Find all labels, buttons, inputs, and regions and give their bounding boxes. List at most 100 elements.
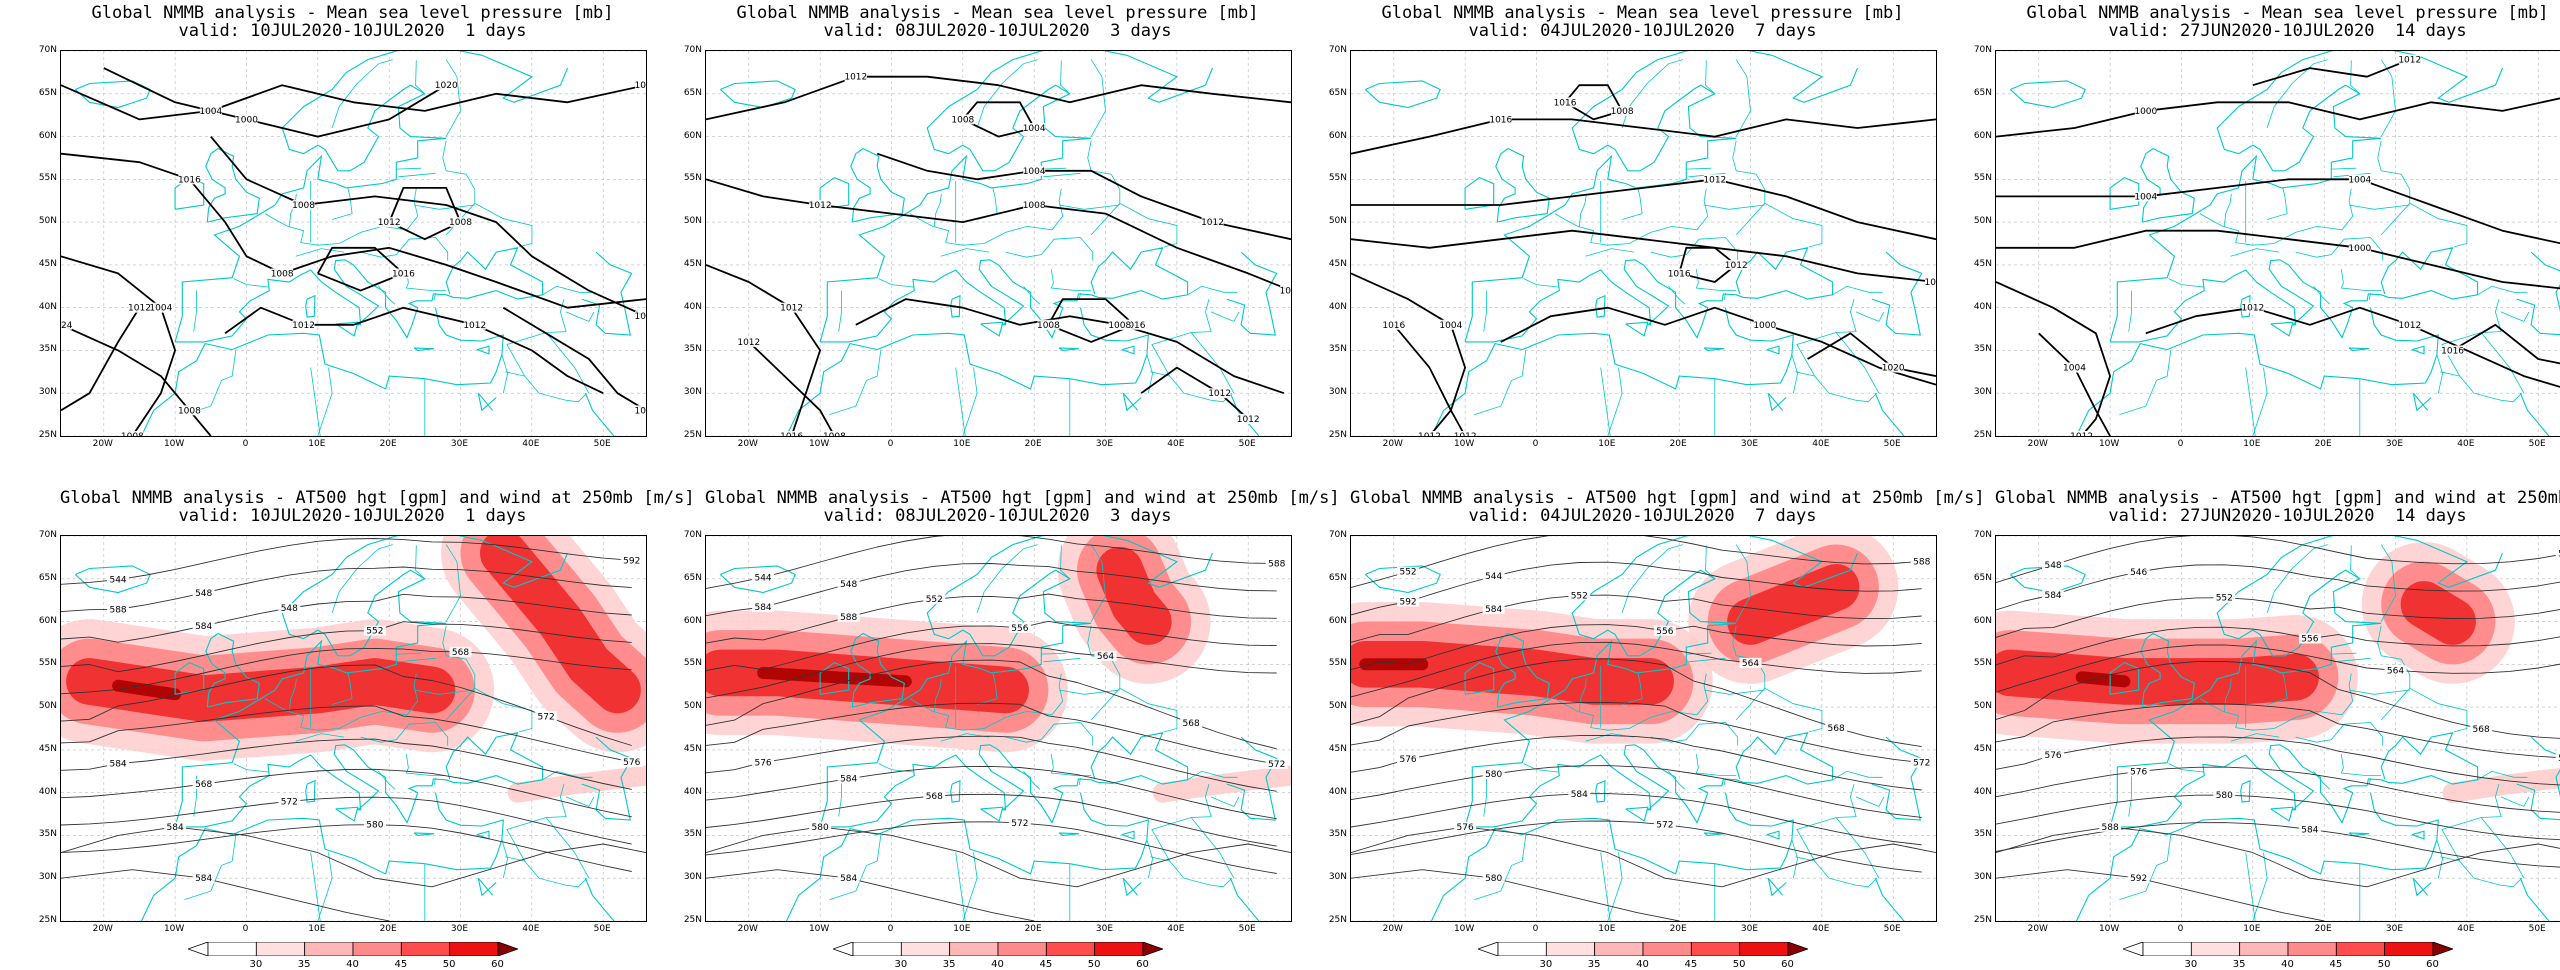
country-border xyxy=(445,59,461,137)
contour-line xyxy=(1351,765,1922,818)
country-border xyxy=(1578,193,1587,227)
colorbar-tick: 60 xyxy=(2426,959,2439,970)
coastline xyxy=(2240,294,2251,318)
country-border xyxy=(396,167,422,170)
lon-label: 20W xyxy=(737,439,758,449)
country-border xyxy=(295,248,345,257)
contour-label: 576 xyxy=(1399,755,1416,765)
map-canvas: 552 544 552 556 564 568 572 576 580 584 572 576 580 5… xyxy=(1351,536,1936,921)
country-border xyxy=(1791,839,1799,879)
country-border xyxy=(976,59,1038,129)
country-border xyxy=(1090,59,1106,137)
contour-label: 1020 xyxy=(1882,364,1905,374)
lat-label: 35N xyxy=(1328,829,1347,840)
country-border xyxy=(2230,733,2280,742)
lat-label: 30N xyxy=(683,872,702,883)
country-border xyxy=(1668,771,1686,790)
lon-label: 20W xyxy=(737,924,758,934)
lat-label: 55N xyxy=(38,658,57,669)
country-border xyxy=(317,367,333,436)
coastline xyxy=(2109,51,2504,343)
panel-z500-7d: Global NMMB analysis - AT500 hgt [gpm] a… xyxy=(1320,485,1985,970)
contour-line xyxy=(61,255,176,436)
lon-label: 30E xyxy=(2385,924,2404,934)
country-border xyxy=(1855,311,1885,322)
lat-label: 40N xyxy=(683,301,702,312)
lat-label: 45N xyxy=(38,743,57,754)
country-border xyxy=(288,678,297,712)
country-border xyxy=(2459,375,2523,403)
contour-line xyxy=(61,738,632,790)
coastline xyxy=(305,294,316,318)
country-border xyxy=(524,375,588,403)
contour-line xyxy=(1351,229,1936,283)
country-border xyxy=(2436,839,2444,879)
contour-label: 1000 xyxy=(2348,244,2371,254)
country-border xyxy=(1704,204,1765,210)
contour-label: 1012 xyxy=(463,321,486,331)
lon-label: 50E xyxy=(1238,439,1256,449)
contour-label: 576 xyxy=(754,758,771,768)
coastline xyxy=(719,80,796,109)
country-border xyxy=(2331,652,2357,655)
colorbar-tick: 45 xyxy=(394,959,408,970)
country-border xyxy=(1041,652,1067,655)
contour-label: 572 xyxy=(1268,760,1285,770)
country-border xyxy=(1087,157,1121,204)
coastline xyxy=(1625,321,1649,337)
lat-label: 25N xyxy=(38,915,57,925)
contour-line xyxy=(855,298,1285,395)
coastline xyxy=(476,830,490,840)
coastline xyxy=(2411,345,2425,355)
coastline xyxy=(140,307,504,436)
country-border xyxy=(1705,545,1716,580)
country-border xyxy=(1059,204,1120,210)
country-border xyxy=(233,278,270,288)
contour-line xyxy=(1564,84,1623,121)
country-border xyxy=(1554,673,1709,731)
country-border xyxy=(184,350,237,415)
lat-label: 60N xyxy=(1973,615,1992,626)
lat-label: 50N xyxy=(38,216,57,227)
country-border xyxy=(405,754,447,776)
country-border xyxy=(1483,290,1487,332)
colorbar-tick: 30 xyxy=(249,959,263,970)
lon-label: 0 xyxy=(1532,439,1539,449)
contour-label: 1008 xyxy=(823,432,846,436)
coastline xyxy=(584,877,615,921)
contour-label: 1008 xyxy=(1108,321,1131,331)
country-border xyxy=(2380,544,2396,622)
contour-line xyxy=(1351,869,1680,921)
country-border xyxy=(193,290,197,332)
coastline xyxy=(2519,877,2550,921)
country-border xyxy=(1578,678,1587,712)
country-border xyxy=(505,783,567,862)
contour-line xyxy=(61,705,632,763)
country-border xyxy=(2266,59,2328,129)
panel-z500-14d: Global NMMB analysis - AT500 hgt [gpm] a… xyxy=(1965,485,2560,970)
contour-label: 1012 xyxy=(128,304,151,314)
country-border xyxy=(2459,860,2523,888)
wind-core xyxy=(2075,671,2131,688)
lat-label: 40N xyxy=(683,786,702,797)
contour-label: 572 xyxy=(538,712,555,722)
wind-shading xyxy=(1152,765,1291,803)
contour-label: 556 xyxy=(1656,627,1673,637)
country-border xyxy=(1704,689,1765,695)
coastline xyxy=(1465,247,1834,343)
contour-label: 564 xyxy=(1097,652,1114,662)
contour-line xyxy=(61,824,632,872)
lat-label: 45N xyxy=(38,258,57,269)
contour-line xyxy=(1351,793,1922,846)
country-border xyxy=(331,187,353,220)
country-border xyxy=(2349,689,2410,695)
contour-label: 584 xyxy=(109,760,126,770)
wind-core xyxy=(757,666,912,688)
coastline xyxy=(1229,877,1260,921)
country-border xyxy=(1087,140,1092,158)
country-border xyxy=(2168,763,2205,773)
contour-line xyxy=(1393,324,1466,436)
country-border xyxy=(1483,775,1487,817)
contour-line xyxy=(1351,826,1936,888)
contour-line xyxy=(706,869,1035,921)
